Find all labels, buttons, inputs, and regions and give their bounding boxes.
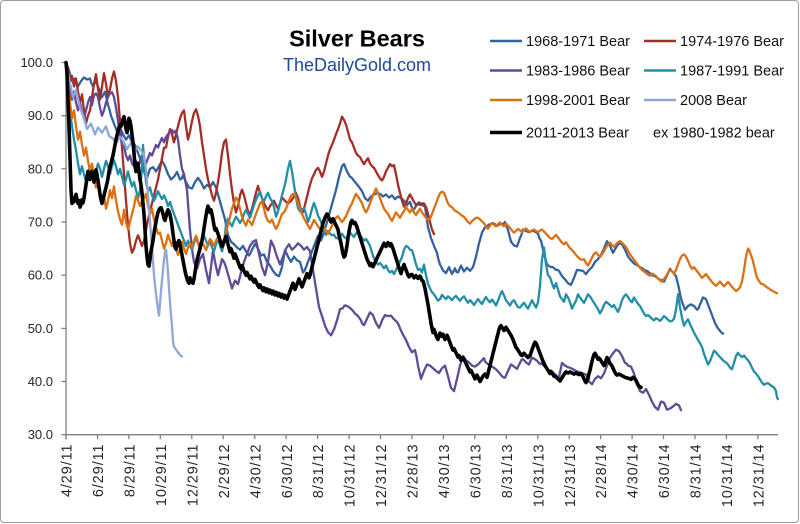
svg-text:4/30/12: 4/30/12 [248,444,264,499]
svg-text:1983-1986 Bear: 1983-1986 Bear [526,64,630,80]
svg-text:12/31/13: 12/31/13 [563,444,579,508]
svg-text:4/29/11: 4/29/11 [60,444,76,498]
svg-text:1974-1976 Bear: 1974-1976 Bear [680,34,784,50]
svg-text:2011-2013 Bear: 2011-2013 Bear [526,126,629,142]
svg-text:12/31/12: 12/31/12 [374,444,390,508]
svg-text:12/31/14: 12/31/14 [752,444,768,508]
svg-text:1998-2001 Bear: 1998-2001 Bear [526,93,630,109]
svg-text:8/31/12: 8/31/12 [311,444,327,499]
svg-text:2/28/13: 2/28/13 [406,444,422,499]
svg-text:70.0: 70.0 [28,215,53,230]
svg-text:10/31/13: 10/31/13 [531,444,547,508]
svg-text:80.0: 80.0 [28,161,53,176]
svg-text:6/30/13: 6/30/13 [468,444,484,499]
svg-text:2008 Bear: 2008 Bear [680,93,747,109]
svg-text:30.0: 30.0 [28,427,53,442]
svg-text:100.0: 100.0 [20,55,53,70]
svg-text:50.0: 50.0 [28,321,53,336]
svg-text:60.0: 60.0 [28,268,53,283]
svg-text:90.0: 90.0 [28,108,53,123]
svg-text:Silver Bears: Silver Bears [289,26,425,52]
svg-text:6/30/14: 6/30/14 [657,444,673,499]
svg-text:ex 1980-1982 bear: ex 1980-1982 bear [653,126,775,142]
svg-text:1968-1971 Bear: 1968-1971 Bear [526,34,630,50]
svg-text:12/29/11: 12/29/11 [185,444,201,507]
svg-text:40.0: 40.0 [28,374,53,389]
svg-text:2/28/14: 2/28/14 [594,444,610,499]
svg-text:6/30/12: 6/30/12 [280,444,296,499]
svg-text:4/30/13: 4/30/13 [437,444,453,499]
svg-text:10/29/11: 10/29/11 [154,444,170,507]
svg-text:4/30/14: 4/30/14 [626,444,642,499]
svg-text:8/31/13: 8/31/13 [500,444,516,499]
svg-text:8/29/11: 8/29/11 [123,444,139,498]
svg-text:10/31/12: 10/31/12 [343,444,359,508]
svg-text:1987-1991 Bear: 1987-1991 Bear [680,64,784,80]
svg-text:8/31/14: 8/31/14 [689,444,705,499]
svg-text:6/29/11: 6/29/11 [91,444,107,498]
svg-text:2/29/12: 2/29/12 [217,444,233,499]
svg-text:10/31/14: 10/31/14 [720,444,736,508]
svg-text:TheDailyGold.com: TheDailyGold.com [283,55,431,75]
